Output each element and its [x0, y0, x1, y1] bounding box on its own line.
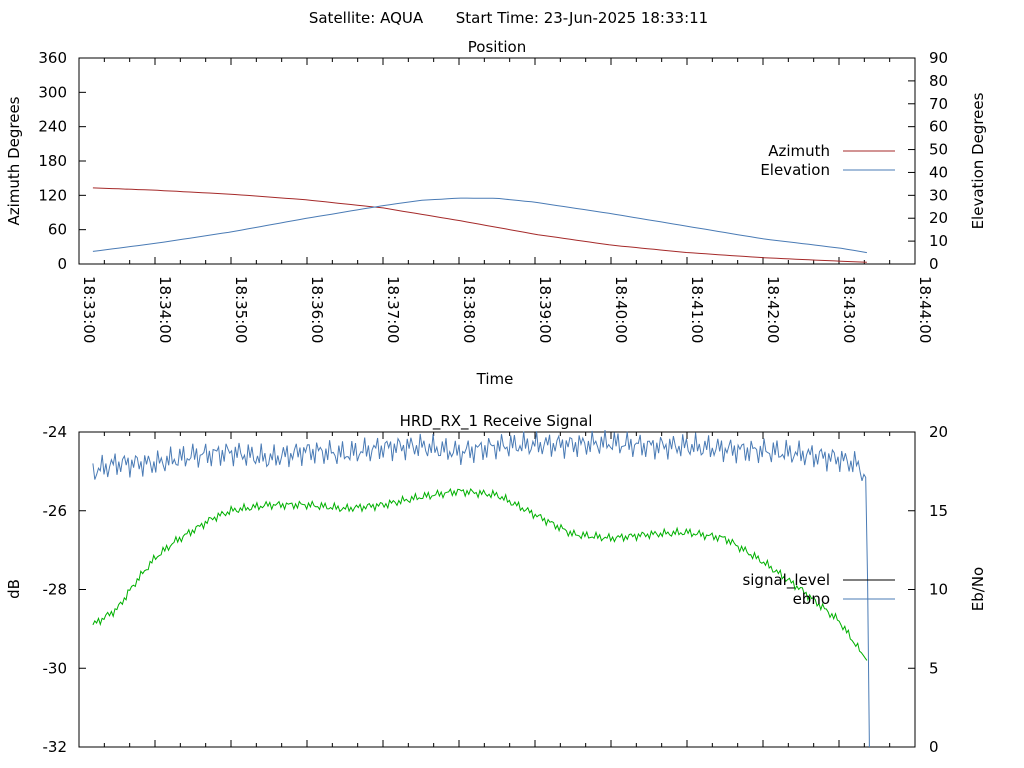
azimuth-axis: 0 60 120 180 240 300 360 — [38, 49, 86, 273]
x-tick-label: 18:36:00 — [308, 276, 326, 343]
y-tick-label: -30 — [43, 659, 68, 677]
x-tick-label: 18:40:00 — [612, 276, 630, 343]
y2-tick-label: 0 — [929, 255, 939, 273]
legend-elevation-label: Elevation — [760, 161, 830, 179]
y2-tick-label: 80 — [929, 72, 948, 90]
y2-tick-label: 10 — [929, 581, 948, 599]
y2-tick-label: 60 — [929, 118, 948, 136]
series-line-Elevation — [92, 197, 867, 254]
y2-tick-label: 20 — [929, 423, 948, 441]
y-tick-label: 60 — [48, 221, 67, 239]
y-tick-label: -24 — [43, 423, 68, 441]
y-tick-label: -26 — [43, 502, 68, 520]
y-tick-label: 120 — [38, 186, 67, 204]
series-line-ebno — [92, 429, 870, 748]
y2-tick-label: 0 — [929, 738, 939, 756]
x-tick-label: 18:43:00 — [840, 276, 858, 343]
ebno-axis-label: Eb/No — [969, 567, 987, 611]
db-axis: -32 -30 -28 -26 -24 — [43, 423, 86, 756]
time-axis-label: Time — [476, 370, 514, 388]
y2-tick-label: 15 — [929, 502, 948, 520]
y2-tick-label: 10 — [929, 232, 948, 250]
x-tick-label: 18:42:00 — [764, 276, 782, 343]
y2-tick-label: 90 — [929, 49, 948, 67]
series-line-signal_level — [92, 487, 868, 661]
receive-time-axis — [78, 432, 916, 747]
legend-azimuth-label: Azimuth — [768, 142, 830, 160]
y2-tick-label: 50 — [929, 141, 948, 159]
y-tick-label: 300 — [38, 83, 67, 101]
receive-legend: signal_level ebno — [742, 571, 895, 608]
receive-signal-chart: HRD_RX_1 Receive Signal -32-30-28-26-24 … — [5, 412, 987, 756]
x-tick-label: 18:34:00 — [156, 276, 174, 343]
y2-tick-label: 40 — [929, 163, 948, 181]
x-tick-label: 18:44:00 — [916, 276, 934, 343]
position-chart-title: Position — [468, 38, 526, 56]
legend-signal-level-label: signal_level — [742, 571, 830, 590]
y2-tick-label: 70 — [929, 95, 948, 113]
elevation-axis-label: Elevation Degrees — [969, 92, 987, 229]
y2-tick-label: 20 — [929, 209, 948, 227]
y2-tick-label: 5 — [929, 659, 939, 677]
series-line-Azimuth — [92, 187, 867, 263]
x-tick-label: 18:33:00 — [80, 276, 98, 343]
x-tick-label: 18:38:00 — [460, 276, 478, 343]
x-tick-label: 18:35:00 — [232, 276, 250, 343]
receive-signal-chart-title: HRD_RX_1 Receive Signal — [400, 412, 593, 431]
time-axis: 18:33:00 18:34:00 18:35:00 18:36:00 18:37:00… — [78, 58, 934, 343]
satellite-label: Satellite: AQUA — [309, 9, 424, 27]
y-tick-label: 240 — [38, 118, 67, 136]
ebno-axis: 0 5 10 15 20 — [908, 423, 948, 756]
receive-plot-frame — [78, 431, 916, 748]
position-chart: Position 0 60 120 180 240 300 360 0 10 20 30 40 50 6… — [5, 38, 987, 388]
y-tick-label: -32 — [43, 738, 68, 756]
x-tick-label: 18:41:00 — [688, 276, 706, 343]
azimuth-axis-label: Azimuth Degrees — [5, 96, 23, 225]
elevation-axis: 0 10 20 30 40 50 60 70 80 90 — [908, 49, 948, 273]
x-tick-label: 18:37:00 — [384, 276, 402, 343]
y-tick-label: 0 — [57, 255, 67, 273]
y-tick-label: -28 — [43, 581, 68, 599]
y-tick-label: 180 — [38, 152, 67, 170]
start-time-label: Start Time: 23-Jun-2025 18:33:11 — [456, 9, 708, 27]
legend-ebno-label: ebno — [793, 590, 830, 608]
y2-tick-label: 30 — [929, 186, 948, 204]
db-axis-label: dB — [5, 579, 23, 599]
position-series — [92, 187, 867, 263]
receive-series — [92, 429, 870, 748]
x-tick-label: 18:39:00 — [536, 276, 554, 343]
position-legend: Azimuth Elevation — [760, 142, 895, 179]
y-tick-label: 360 — [38, 49, 67, 67]
